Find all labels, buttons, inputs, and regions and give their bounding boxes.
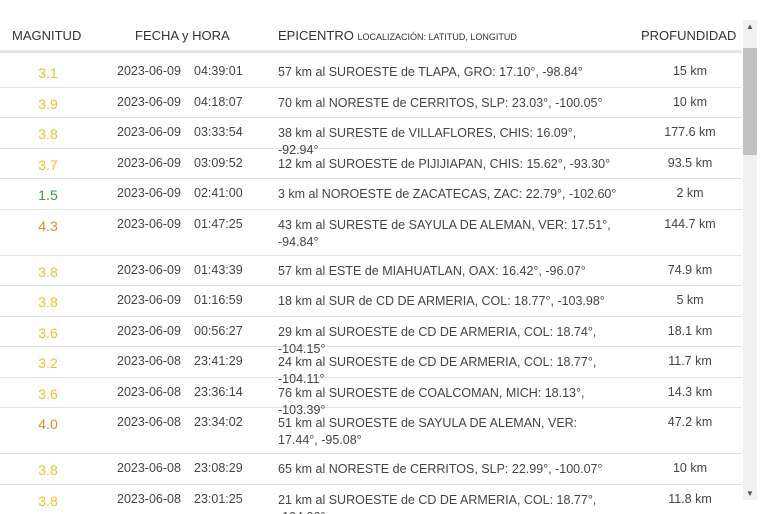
date-cell: 2023-06-08: [117, 415, 181, 429]
epicenter-cell: 70 km al NORESTE de CERRITOS, SLP: 23.03…: [278, 95, 603, 110]
header-magnitude[interactable]: MAGNITUD: [12, 28, 82, 43]
magnitude-cell: 3.8: [38, 462, 58, 478]
header-datetime[interactable]: FECHA y HORA: [135, 28, 230, 43]
magnitude-cell: 3.1: [38, 65, 58, 81]
date-cell: 2023-06-09: [117, 94, 181, 109]
earthquake-table: MAGNITUD FECHA y HORA EPICENTRO LOCALIZA…: [0, 20, 742, 514]
time-cell: 01:43:39: [194, 262, 243, 277]
time-cell: 03:33:54: [194, 125, 243, 139]
magnitude-cell: 3.7: [38, 156, 58, 173]
depth-cell: 18.1 km: [667, 323, 713, 338]
magnitude-cell: 4.3: [38, 217, 58, 234]
table-row[interactable]: 3.1 2023-06-09 04:39:01 57 km al SUROESTE d…: [0, 57, 742, 88]
table-row[interactable]: 4.3 2023-06-09 01:47:25 43 km al SURESTE de…: [0, 210, 742, 256]
time-cell: 03:09:52: [194, 155, 243, 170]
depth-cell: 144.7 km: [664, 216, 716, 231]
magnitude-cell: 1.5: [38, 187, 58, 203]
epicenter-cell: 57 km al SUROESTE de TLAPA, GRO: 17.10°,…: [278, 65, 583, 79]
time-cell: 23:41:29: [194, 354, 243, 368]
date-cell: 2023-06-09: [117, 125, 181, 139]
table-row[interactable]: 3.9 2023-06-09 04:18:07 70 km al NORESTE de…: [0, 88, 742, 118]
table-row[interactable]: 3.8 2023-06-09 01:16:59 18 km al SUR de CD …: [0, 286, 742, 317]
scroll-up-arrow-icon[interactable]: ▲: [746, 22, 754, 31]
epicenter-cell: 3 km al NOROESTE de ZACATECAS, ZAC: 22.7…: [278, 187, 617, 201]
time-cell: 04:39:01: [194, 64, 243, 78]
epicenter-cell: 12 km al SUROESTE de PIJIJIAPAN, CHIS: 1…: [278, 156, 611, 171]
depth-cell: 10 km: [672, 461, 708, 475]
time-cell: 23:34:02: [194, 415, 243, 429]
date-cell: 2023-06-09: [117, 293, 181, 307]
table-row[interactable]: 3.8 2023-06-09 01:43:39 57 km al ESTE de MI…: [0, 256, 742, 286]
time-cell: 00:56:27: [194, 323, 243, 338]
depth-cell: 11.8 km: [668, 491, 712, 506]
header-epicenter-sub: LOCALIZACIÓN: LATITUD, LONGITUD: [357, 32, 517, 42]
table-row[interactable]: 3.2 2023-06-08 23:41:29 24 km al SUROESTE d…: [0, 347, 742, 386]
epicenter-cell: 38 km al SURESTE de VILLAFLORES, CHIS: 1…: [278, 126, 577, 157]
depth-cell: 11.7 km: [668, 354, 712, 368]
epicenter-cell: 24 km al SUROESTE de CD DE ARMERIA, COL:…: [278, 355, 597, 386]
magnitude-cell: 3.8: [38, 492, 58, 509]
scrollbar[interactable]: ▲ ▼: [743, 20, 757, 500]
date-cell: 2023-06-09: [117, 323, 181, 338]
time-cell: 01:47:25: [194, 216, 243, 231]
depth-cell: 10 km: [672, 94, 708, 109]
epicenter-cell: 65 km al NORESTE de CERRITOS, SLP: 22.99…: [278, 462, 603, 476]
time-cell: 04:18:07: [194, 94, 243, 109]
epicenter-cell: 57 km al ESTE de MIAHUATLAN, OAX: 16.42°…: [278, 263, 586, 278]
table-row[interactable]: 3.7 2023-06-09 03:09:52 12 km al SUROESTE d…: [0, 149, 742, 179]
time-cell: 23:01:25: [194, 491, 243, 506]
magnitude-cell: 3.2: [38, 355, 58, 371]
date-cell: 2023-06-09: [117, 64, 181, 78]
date-cell: 2023-06-09: [117, 262, 181, 277]
date-cell: 2023-06-08: [117, 491, 181, 506]
epicenter-cell: 43 km al SURESTE de SAYULA DE ALEMAN, VE…: [278, 217, 611, 249]
epicenter-cell: 51 km al SUROESTE de SAYULA DE ALEMAN, V…: [278, 416, 578, 447]
date-cell: 2023-06-09: [117, 155, 181, 170]
time-cell: 02:41:00: [194, 186, 243, 200]
table-row[interactable]: 3.8 2023-06-08 23:01:25 21 km al SUROESTE d…: [0, 485, 742, 514]
epicenter-cell: 76 km al SUROESTE de COALCOMAN, MICH: 18…: [278, 385, 585, 417]
depth-cell: 2 km: [676, 186, 704, 200]
magnitude-cell: 3.8: [38, 294, 58, 310]
date-cell: 2023-06-09: [117, 186, 181, 200]
depth-cell: 15 km: [672, 64, 708, 78]
date-cell: 2023-06-08: [117, 354, 181, 368]
epicenter-cell: 21 km al SUROESTE de CD DE ARMERIA, COL:…: [278, 492, 597, 514]
table-row[interactable]: 3.6 2023-06-09 00:56:27 29 km al SUROESTE d…: [0, 317, 742, 356]
header-depth[interactable]: PROFUNDIDAD: [641, 28, 737, 43]
table-body: 3.1 2023-06-09 04:39:01 57 km al SUROESTE d…: [0, 57, 742, 514]
magnitude-cell: 3.8: [38, 126, 58, 142]
depth-cell: 177.6 km: [664, 125, 716, 139]
depth-cell: 14.3 km: [667, 384, 713, 399]
time-cell: 23:08:29: [194, 461, 243, 475]
depth-cell: 47.2 km: [667, 415, 713, 429]
scroll-down-arrow-icon[interactable]: ▼: [746, 489, 754, 498]
depth-cell: 93.5 km: [667, 155, 713, 170]
magnitude-cell: 3.6: [38, 324, 58, 341]
depth-cell: 5 km: [676, 293, 704, 307]
table-row[interactable]: 3.8 2023-06-08 23:08:29 65 km al NORESTE de…: [0, 454, 742, 485]
time-cell: 23:36:14: [194, 384, 243, 399]
depth-cell: 74.9 km: [667, 262, 713, 277]
table-row[interactable]: 1.5 2023-06-09 02:41:00 3 km al NOROESTE de…: [0, 179, 742, 210]
scrollbar-thumb[interactable]: [743, 48, 757, 155]
date-cell: 2023-06-08: [117, 384, 181, 399]
date-cell: 2023-06-09: [117, 216, 181, 231]
table-row[interactable]: 4.0 2023-06-08 23:34:02 51 km al SUROESTE d…: [0, 408, 742, 454]
table-header: MAGNITUD FECHA y HORA EPICENTRO LOCALIZA…: [0, 20, 742, 53]
magnitude-cell: 3.9: [38, 95, 58, 112]
epicenter-cell: 29 km al SUROESTE de CD DE ARMERIA, COL:…: [278, 324, 597, 356]
header-epicenter-label: EPICENTRO: [278, 28, 354, 43]
epicenter-cell: 18 km al SUR de CD DE ARMERIA, COL: 18.7…: [278, 294, 605, 308]
time-cell: 01:16:59: [194, 293, 243, 307]
magnitude-cell: 3.8: [38, 263, 58, 280]
magnitude-cell: 3.6: [38, 385, 58, 402]
magnitude-cell: 4.0: [38, 416, 58, 432]
table-row[interactable]: 3.6 2023-06-08 23:36:14 76 km al SUROESTE d…: [0, 378, 742, 417]
date-cell: 2023-06-08: [117, 461, 181, 475]
table-row[interactable]: 3.8 2023-06-09 03:33:54 38 km al SURESTE de…: [0, 118, 742, 157]
header-epicenter[interactable]: EPICENTRO LOCALIZACIÓN: LATITUD, LONGITU…: [278, 28, 517, 43]
